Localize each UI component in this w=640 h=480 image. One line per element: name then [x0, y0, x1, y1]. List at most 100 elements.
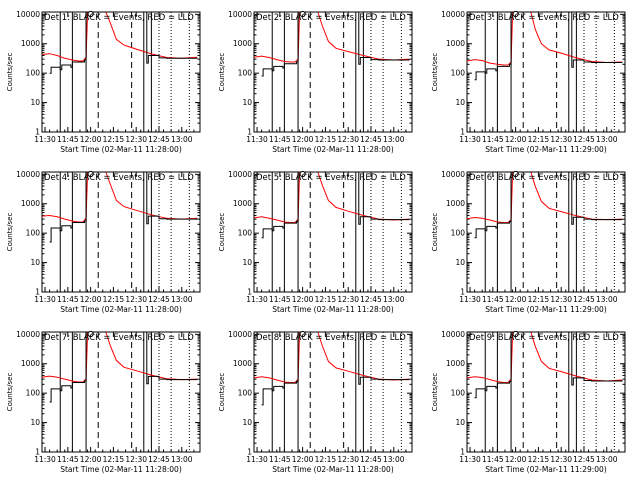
- chart-title: Det 8: BLACK = Events, RED = LLD: [256, 333, 406, 343]
- x-tick-label: 12:00: [505, 135, 527, 144]
- x-tick-label: 11:45: [269, 135, 291, 144]
- x-tick-label: 12:30: [337, 295, 359, 304]
- y-tick-label: 10000: [441, 170, 465, 179]
- x-tick-label: 11:45: [269, 455, 291, 464]
- y-tick-label: 100: [26, 69, 41, 78]
- chart-title: Det 9: BLACK = Events, RED = LLD: [469, 333, 619, 343]
- x-tick-label: 13:00: [596, 295, 618, 304]
- series-line-events: [474, 331, 623, 399]
- y-tick-label: 1000: [21, 359, 40, 368]
- x-axis-label: Start Time (02-Mar-11 11:28:00): [272, 465, 394, 474]
- y-tick-label: 1: [460, 128, 465, 137]
- y-tick-label: 1: [35, 448, 40, 457]
- x-axis-label: Start Time (02-Mar-11 11:28:00): [60, 145, 182, 154]
- y-tick-label: 10: [455, 98, 465, 107]
- x-tick-label: 13:00: [596, 455, 618, 464]
- y-tick-label: 1000: [446, 199, 465, 208]
- peak-marker: [512, 10, 519, 18]
- y-tick-label: 10: [242, 258, 252, 267]
- x-axis-label: Start Time (02-Mar-11 11:29:00): [485, 465, 607, 474]
- x-tick-label: 12:45: [360, 135, 382, 144]
- x-tick-label: 12:15: [315, 455, 337, 464]
- x-tick-label: 12:30: [550, 455, 572, 464]
- y-tick-label: 1000: [21, 199, 40, 208]
- x-tick-label: 11:30: [459, 455, 481, 464]
- x-tick-label: 12:00: [80, 455, 102, 464]
- x-tick-label: 12:30: [125, 135, 147, 144]
- y-tick-label: 1: [460, 288, 465, 297]
- x-tick-label: 11:30: [459, 295, 481, 304]
- x-tick-label: 12:15: [103, 295, 125, 304]
- y-axis-label: Counts/sec: [431, 213, 439, 252]
- x-tick-label: 13:00: [171, 135, 193, 144]
- y-tick-label: 1: [247, 128, 252, 137]
- x-tick-label: 13:00: [171, 455, 193, 464]
- x-tick-label: 12:45: [573, 455, 595, 464]
- x-tick-label: 11:45: [57, 295, 79, 304]
- x-tick-label: 11:30: [34, 295, 56, 304]
- x-axis-label: Start Time (02-Mar-11 11:29:00): [485, 145, 607, 154]
- x-tick-label: 12:00: [505, 455, 527, 464]
- x-tick-label: 12:30: [550, 135, 572, 144]
- x-tick-label: 12:30: [125, 455, 147, 464]
- series-line-events: [474, 11, 623, 81]
- y-tick-label: 10000: [441, 10, 465, 19]
- x-tick-label: 12:00: [80, 295, 102, 304]
- x-tick-label: 12:30: [337, 135, 359, 144]
- chart-title: Det 1: BLACK = Events, RED = LLD: [44, 13, 194, 23]
- peak-marker: [299, 170, 306, 178]
- x-tick-label: 13:00: [596, 135, 618, 144]
- plot-frame: [466, 331, 626, 453]
- y-tick-label: 1000: [233, 359, 252, 368]
- x-tick-label: 12:45: [148, 135, 170, 144]
- plot-frame: [466, 171, 626, 293]
- x-tick-label: 12:15: [528, 295, 550, 304]
- x-tick-label: 12:30: [125, 295, 147, 304]
- chart-panel-det-6: 1 10 100 1000 10000 11:30 11:45 12:00 12:15 12:30…: [431, 170, 626, 314]
- y-tick-label: 10000: [228, 10, 252, 19]
- chart-title: Det 6: BLACK = Events, RED = LLD: [469, 173, 619, 183]
- series-line-events: [49, 331, 198, 403]
- x-tick-label: 12:15: [528, 455, 550, 464]
- x-tick-label: 12:00: [292, 135, 314, 144]
- plot-frame: [466, 11, 626, 133]
- x-tick-label: 12:45: [573, 295, 595, 304]
- x-tick-label: 12:15: [103, 455, 125, 464]
- x-axis-label: Start Time (02-Mar-11 11:28:00): [272, 305, 394, 314]
- y-tick-label: 10: [30, 258, 40, 267]
- y-tick-label: 10: [242, 98, 252, 107]
- x-tick-label: 12:45: [360, 455, 382, 464]
- y-axis-label: Counts/sec: [6, 53, 14, 92]
- x-tick-label: 11:30: [459, 135, 481, 144]
- x-axis-label: Start Time (02-Mar-11 11:29:00): [485, 305, 607, 314]
- y-tick-label: 10000: [228, 330, 252, 339]
- x-axis-label: Start Time (02-Mar-11 11:28:00): [60, 465, 182, 474]
- peak-marker: [512, 330, 519, 338]
- chart-title: Det 7: BLACK = Events, RED = LLD: [44, 333, 194, 343]
- x-tick-label: 12:15: [315, 135, 337, 144]
- x-tick-label: 12:45: [360, 295, 382, 304]
- chart-panel-det-9: 1 10 100 1000 10000 11:30 11:45 12:00 12:15 12:30…: [431, 330, 626, 474]
- y-tick-label: 10000: [228, 170, 252, 179]
- x-tick-label: 11:45: [57, 455, 79, 464]
- x-tick-label: 12:30: [550, 295, 572, 304]
- x-tick-label: 12:45: [148, 455, 170, 464]
- x-tick-label: 12:45: [148, 295, 170, 304]
- x-tick-label: 11:30: [246, 295, 268, 304]
- x-tick-label: 12:15: [315, 295, 337, 304]
- y-axis-label: Counts/sec: [431, 373, 439, 412]
- x-tick-label: 13:00: [383, 455, 405, 464]
- plot-frame: [41, 171, 201, 293]
- x-tick-label: 11:30: [246, 135, 268, 144]
- y-tick-label: 1000: [233, 39, 252, 48]
- y-tick-label: 1000: [233, 199, 252, 208]
- chart-panel-det-5: 1 10 100 1000 10000 11:30 11:45 12:00 12:15 12:30…: [218, 170, 413, 314]
- x-tick-label: 13:00: [383, 135, 405, 144]
- x-axis-label: Start Time (02-Mar-11 11:28:00): [60, 305, 182, 314]
- y-tick-label: 100: [238, 69, 253, 78]
- series-line-events: [261, 171, 410, 239]
- x-tick-label: 11:45: [269, 295, 291, 304]
- x-tick-label: 11:30: [34, 455, 56, 464]
- series-line-events: [474, 171, 623, 239]
- y-tick-label: 10000: [16, 10, 40, 19]
